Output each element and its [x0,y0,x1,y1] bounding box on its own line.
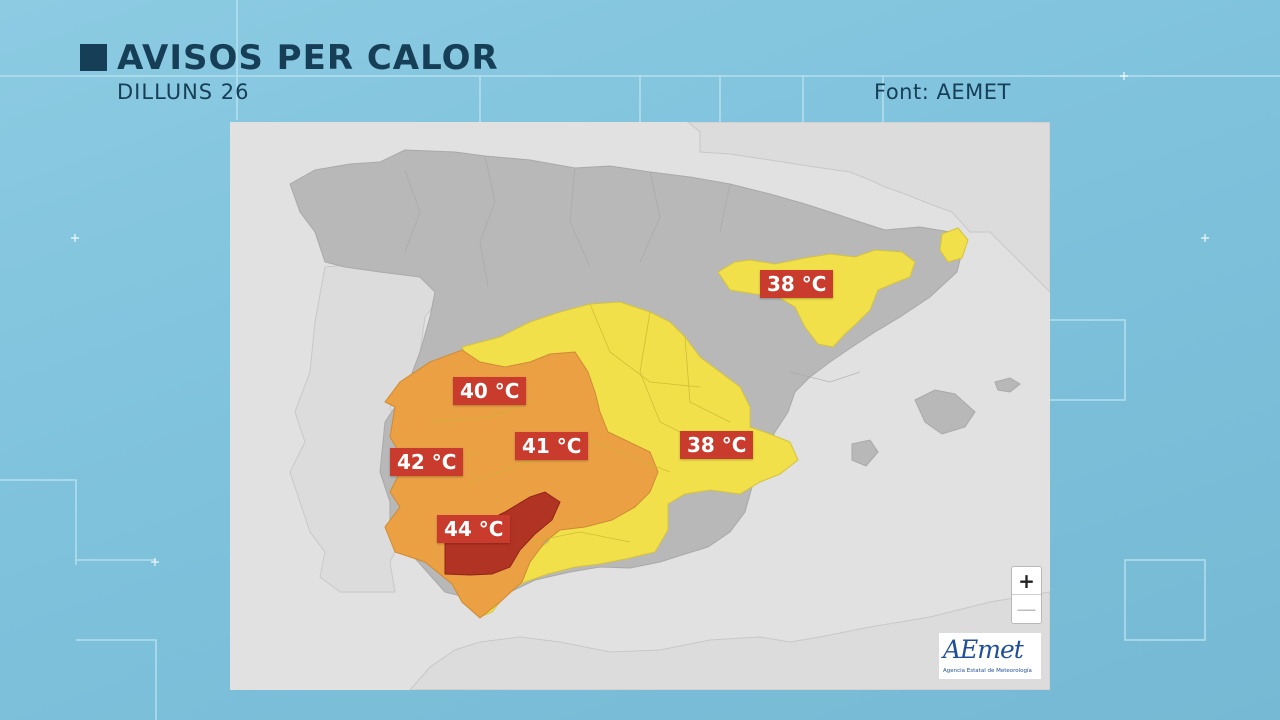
portugal-land [289,261,441,593]
yellow-warning-girona [939,227,969,263]
menorca-island [994,377,1021,393]
temperature-label-east: 38 °C [680,431,754,459]
aemet-logo-text: AEmet [943,635,1024,664]
zoom-control: + — [1011,566,1042,624]
warning-map[interactable]: 38 °C 40 °C 41 °C 38 °C 42 °C 44 °C + — … [230,122,1050,690]
france-land [687,122,1050,293]
temperature-label-extremadura-north: 40 °C [453,377,527,405]
temperature-label-extremadura-south: 42 °C [390,448,464,476]
temperature-label-central-west: 41 °C [515,432,589,460]
aemet-logo-tagline: Agencia Estatal de Meteorología [943,668,1032,674]
source-credit: Font: AEMET [874,80,1011,104]
mallorca-island [914,389,976,435]
temperature-label-northeast: 38 °C [760,270,834,298]
warning-zone-boundaries [419,303,731,543]
province-boundaries [404,155,861,383]
zoom-in-button[interactable]: + [1012,567,1041,595]
africa-land [409,591,1050,690]
temperature-label-guadalquivir: 44 °C [437,515,511,543]
page-title: AVISOS PER CALOR [117,38,499,78]
aemet-logo: AEmet Agencia Estatal de Meteorología [939,633,1041,679]
title-square-icon [80,44,107,71]
zoom-out-button[interactable]: — [1012,595,1041,623]
map-canvas[interactable] [230,122,1050,690]
day-subtitle: DILLUNS 26 [117,80,250,104]
ibiza-island [851,439,879,467]
